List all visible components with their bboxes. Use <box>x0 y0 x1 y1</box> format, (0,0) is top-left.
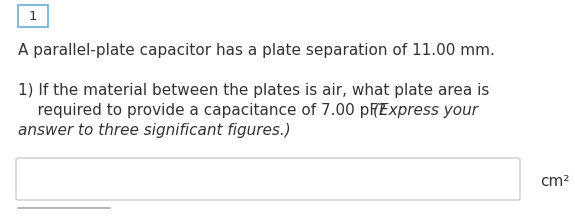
Text: (Express your: (Express your <box>373 102 478 118</box>
Text: 1) If the material between the plates is air, what plate area is: 1) If the material between the plates is… <box>18 83 489 97</box>
Text: 1: 1 <box>29 9 37 23</box>
Text: A parallel-plate capacitor has a plate separation of 11.00 mm.: A parallel-plate capacitor has a plate s… <box>18 42 495 58</box>
Text: answer to three significant figures.): answer to three significant figures.) <box>18 122 291 138</box>
Text: required to provide a capacitance of 7.00 pF?: required to provide a capacitance of 7.0… <box>18 102 391 118</box>
FancyBboxPatch shape <box>18 5 48 27</box>
FancyBboxPatch shape <box>16 158 520 200</box>
Text: cm²: cm² <box>540 175 569 189</box>
